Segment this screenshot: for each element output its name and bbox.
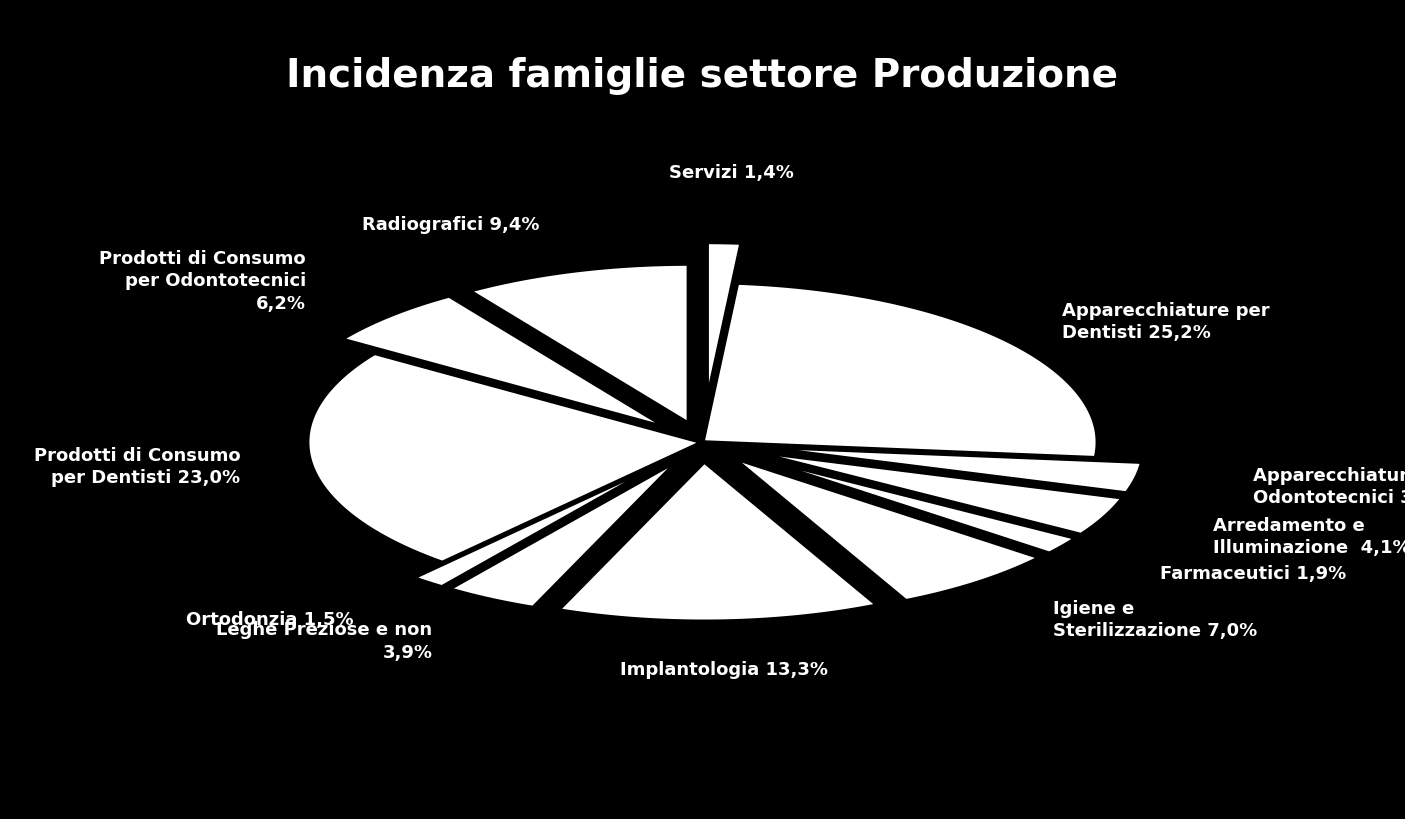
Polygon shape	[749, 446, 1142, 493]
Text: Igiene e
Sterilizzazione 7,0%: Igiene e Sterilizzazione 7,0%	[1052, 600, 1257, 640]
Polygon shape	[558, 461, 878, 622]
Text: Apparecchiature per
Dentisti 25,2%: Apparecchiature per Dentisti 25,2%	[1062, 301, 1269, 342]
Polygon shape	[413, 457, 673, 587]
Text: Arredamento e
Illuminazione  4,1%: Arredamento e Illuminazione 4,1%	[1213, 517, 1405, 557]
Polygon shape	[448, 459, 680, 608]
Text: Implantologia 13,3%: Implantologia 13,3%	[620, 660, 828, 678]
Polygon shape	[746, 450, 1123, 535]
Polygon shape	[732, 457, 1040, 601]
Text: Farmaceutici 1,9%: Farmaceutici 1,9%	[1161, 565, 1346, 583]
Polygon shape	[702, 283, 1097, 458]
Text: Prodotti di Consumo
per Odontotecnici
6,2%: Prodotti di Consumo per Odontotecnici 6,…	[100, 250, 306, 313]
Polygon shape	[469, 264, 688, 424]
Text: Apparecchiature per
Odontotecnici 3,2%: Apparecchiature per Odontotecnici 3,2%	[1252, 467, 1405, 508]
Text: Prodotti di Consumo
per Dentisti 23,0%: Prodotti di Consumo per Dentisti 23,0%	[34, 446, 240, 487]
Text: Radiografici 9,4%: Radiografici 9,4%	[362, 215, 540, 233]
Polygon shape	[341, 296, 669, 428]
Text: Incidenza famiglie settore Produzione: Incidenza famiglie settore Produzione	[287, 57, 1118, 95]
Polygon shape	[308, 353, 702, 563]
Polygon shape	[707, 242, 742, 402]
Text: Ortodonzia 1,5%: Ortodonzia 1,5%	[185, 611, 353, 629]
Text: Servizi 1,4%: Servizi 1,4%	[669, 165, 794, 183]
Polygon shape	[742, 454, 1076, 554]
Text: Leghe Preziose e non
3,9%: Leghe Preziose e non 3,9%	[216, 622, 433, 662]
